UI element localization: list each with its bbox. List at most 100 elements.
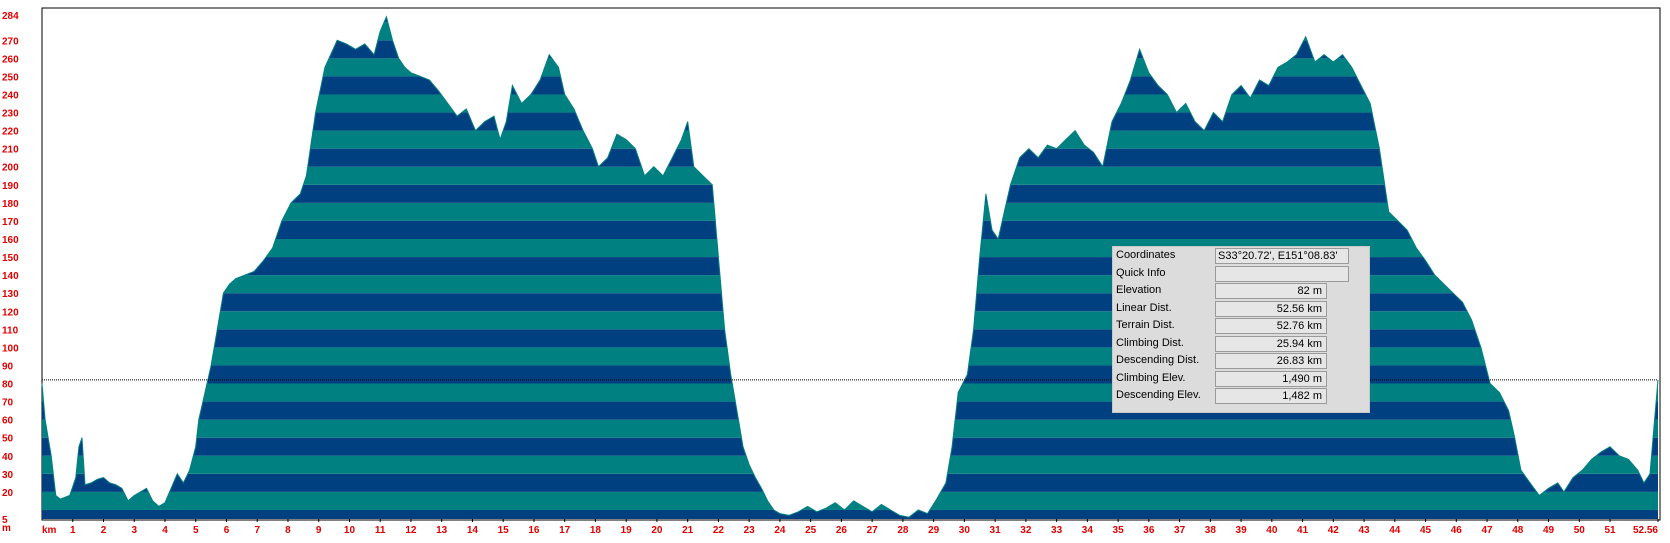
x-tick-label: 26 xyxy=(836,525,848,536)
x-tick-label: 28 xyxy=(897,525,909,536)
x-tick-label: 50 xyxy=(1574,525,1586,536)
info-panel: Coordinates S33°20.72', E151°08.83' Quick … xyxy=(1112,246,1370,413)
info-value: S33°20.72', E151°08.83' xyxy=(1215,248,1349,264)
y-tick-label: 70 xyxy=(2,398,14,409)
y-tick-label: 60 xyxy=(2,416,14,427)
info-value: 52.76 km xyxy=(1215,318,1327,334)
info-value: 25.94 km xyxy=(1215,335,1327,352)
x-tick-label: 41 xyxy=(1297,525,1309,536)
y-tick-label: 180 xyxy=(2,199,19,210)
x-tick-label: 40 xyxy=(1266,525,1278,536)
info-label: Elevation xyxy=(1116,284,1162,296)
x-tick-label: 13 xyxy=(436,525,448,536)
x-tick-label: 36 xyxy=(1143,525,1155,536)
x-tick-label: 24 xyxy=(774,525,786,536)
elevation-band xyxy=(42,0,1658,4)
profile-outline xyxy=(41,15,1659,518)
y-unit-label: m xyxy=(2,523,11,534)
y-tick-label: 210 xyxy=(2,145,19,156)
info-row: Climbing Dist. 25.94 km xyxy=(1113,335,1369,352)
x-tick-label: 18 xyxy=(590,525,602,536)
x-tick-label: 21 xyxy=(682,525,694,536)
x-tick-label: 22 xyxy=(713,525,725,536)
x-tick-label: 29 xyxy=(928,525,940,536)
y-tick-label: 140 xyxy=(2,271,19,282)
x-tick-label: 7 xyxy=(254,525,260,536)
info-label: Coordinates xyxy=(1116,249,1176,261)
x-tick-label: 35 xyxy=(1113,525,1125,536)
x-tick-label: 11 xyxy=(375,525,386,536)
info-row: Quick Info xyxy=(1113,265,1369,282)
x-tick-label: 49 xyxy=(1543,525,1555,536)
x-tick-label: 27 xyxy=(867,525,879,536)
y-tick-label: 240 xyxy=(2,90,19,101)
info-label: Climbing Elev. xyxy=(1116,371,1186,384)
y-tick-label: 5 xyxy=(2,515,8,526)
x-tick-label: 3 xyxy=(131,525,137,536)
info-value: 1,482 m xyxy=(1215,388,1327,404)
x-tick-label: 15 xyxy=(498,525,510,536)
info-row: Descending Elev. 1,482 m xyxy=(1113,387,1369,404)
x-tick-label: 8 xyxy=(285,525,291,536)
x-tick-label: 39 xyxy=(1236,525,1248,536)
y-tick-label: 80 xyxy=(2,380,14,391)
info-label: Descending Elev. xyxy=(1116,389,1201,401)
x-tick-label: 45 xyxy=(1420,525,1432,536)
x-tick-label: 51 xyxy=(1604,525,1616,536)
y-tick-label: 160 xyxy=(2,235,19,246)
x-tick-label: 38 xyxy=(1205,525,1217,536)
y-tick-label: 250 xyxy=(2,72,19,83)
x-tick-label: 20 xyxy=(651,525,663,536)
info-row: Linear Dist. 52.56 km xyxy=(1113,300,1369,317)
x-axis-ticks: 1 2 3 4 5 6 7 8 9 10 11 12 13 14 15 16 17 18 19 20 21 22 23 24 2… xyxy=(70,519,1659,536)
x-tick-label: 44 xyxy=(1389,525,1401,536)
y-tick-label: 230 xyxy=(2,109,19,120)
info-row: Elevation 82 m xyxy=(1113,282,1369,299)
y-tick-label: 270 xyxy=(2,36,19,47)
x-tick-label: 17 xyxy=(559,525,571,536)
info-label: Linear Dist. xyxy=(1116,301,1172,314)
info-label: Terrain Dist. xyxy=(1116,319,1175,331)
y-tick-label: 30 xyxy=(2,470,14,481)
y-tick-label: 100 xyxy=(2,343,19,354)
x-tick-label: 32 xyxy=(1020,525,1032,536)
info-value: 82 m xyxy=(1215,283,1327,299)
x-tick-label: 31 xyxy=(990,525,1002,536)
x-tick-label: 1 xyxy=(70,525,76,536)
x-tick-label: 42 xyxy=(1328,525,1340,536)
x-tick-label: 19 xyxy=(621,525,633,536)
y-tick-label: 200 xyxy=(2,163,19,174)
info-row: Coordinates S33°20.72', E151°08.83' xyxy=(1113,247,1369,264)
x-unit-label: km xyxy=(42,525,57,536)
y-tick-label: 40 xyxy=(2,452,14,463)
y-tick-label: 170 xyxy=(2,217,19,228)
x-tick-label: 9 xyxy=(316,525,322,536)
x-tick-label: 16 xyxy=(528,525,540,536)
x-tick-label: 2 xyxy=(101,525,107,536)
x-tick-label: 4 xyxy=(162,525,168,536)
info-label: Climbing Dist. xyxy=(1116,336,1184,349)
x-tick-label: 48 xyxy=(1512,525,1524,536)
x-tick-label: 5 xyxy=(193,525,199,536)
info-label: Quick Info xyxy=(1116,266,1166,279)
y-tick-label: 20 xyxy=(2,488,14,499)
x-tick-label: 43 xyxy=(1359,525,1371,536)
x-tick-label: 10 xyxy=(344,525,356,536)
info-row: Descending Dist. 26.83 km xyxy=(1113,352,1369,369)
info-value: 1,490 m xyxy=(1215,370,1327,387)
y-tick-label: 110 xyxy=(2,325,19,336)
info-row: Terrain Dist. 52.76 km xyxy=(1113,317,1369,334)
x-tick-label: 47 xyxy=(1481,525,1493,536)
y-tick-label: 130 xyxy=(2,289,19,300)
y-tick-label: 150 xyxy=(2,253,19,264)
y-tick-label: 190 xyxy=(2,181,19,192)
x-tick-label: 34 xyxy=(1082,525,1094,536)
y-tick-label: 50 xyxy=(2,434,14,445)
y-tick-label: 220 xyxy=(2,127,19,138)
x-tick-label: 46 xyxy=(1451,525,1463,536)
y-tick-label: 284 xyxy=(2,11,19,22)
x-tick-label: 23 xyxy=(744,525,756,536)
y-axis-ticks: 5 20 30 40 50 60 70 80 90 100 110 120 130 140 150 160 17… xyxy=(2,11,19,526)
x-tick-label: 14 xyxy=(467,525,479,536)
